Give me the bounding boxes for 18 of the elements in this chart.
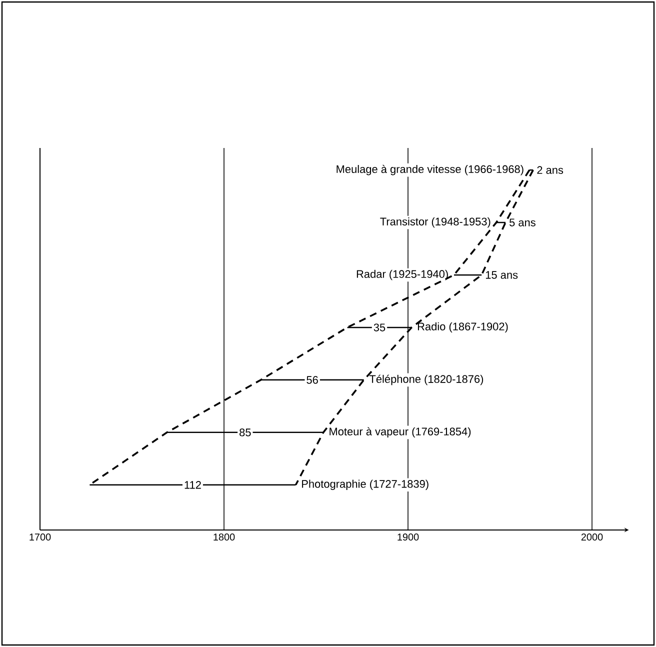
y-tick-label: Radio (1867-1902) (418, 322, 508, 333)
y-tick-label: Meulage à grande vitesse (1966-1968) (336, 164, 524, 176)
data-label: 5 ans (510, 218, 536, 226)
data-label: 112 (184, 481, 201, 489)
data-label: 85 (240, 428, 251, 436)
data-label: 15 ans (486, 271, 518, 279)
x-tick-label: 2000 (581, 534, 603, 541)
data-label: 2 ans (537, 166, 564, 174)
y-tick-label: Téléphone (1820-1876) (369, 374, 484, 386)
x-tick-label: 1800 (214, 534, 235, 541)
y-tick-label: Photographie (1727-1839) (302, 480, 428, 490)
x-tick-label: 1700 (30, 534, 51, 541)
data-label: 35 (374, 324, 386, 332)
data-label: 56 (306, 376, 318, 384)
y-tick-label: Moteur à vapeur (1769-1854) (330, 427, 471, 438)
y-tick-label: Transistor (1948-1953) (380, 217, 490, 228)
x-tick-label: 1900 (398, 534, 419, 541)
y-tick-label: Radar (1925-1940) (356, 270, 448, 280)
